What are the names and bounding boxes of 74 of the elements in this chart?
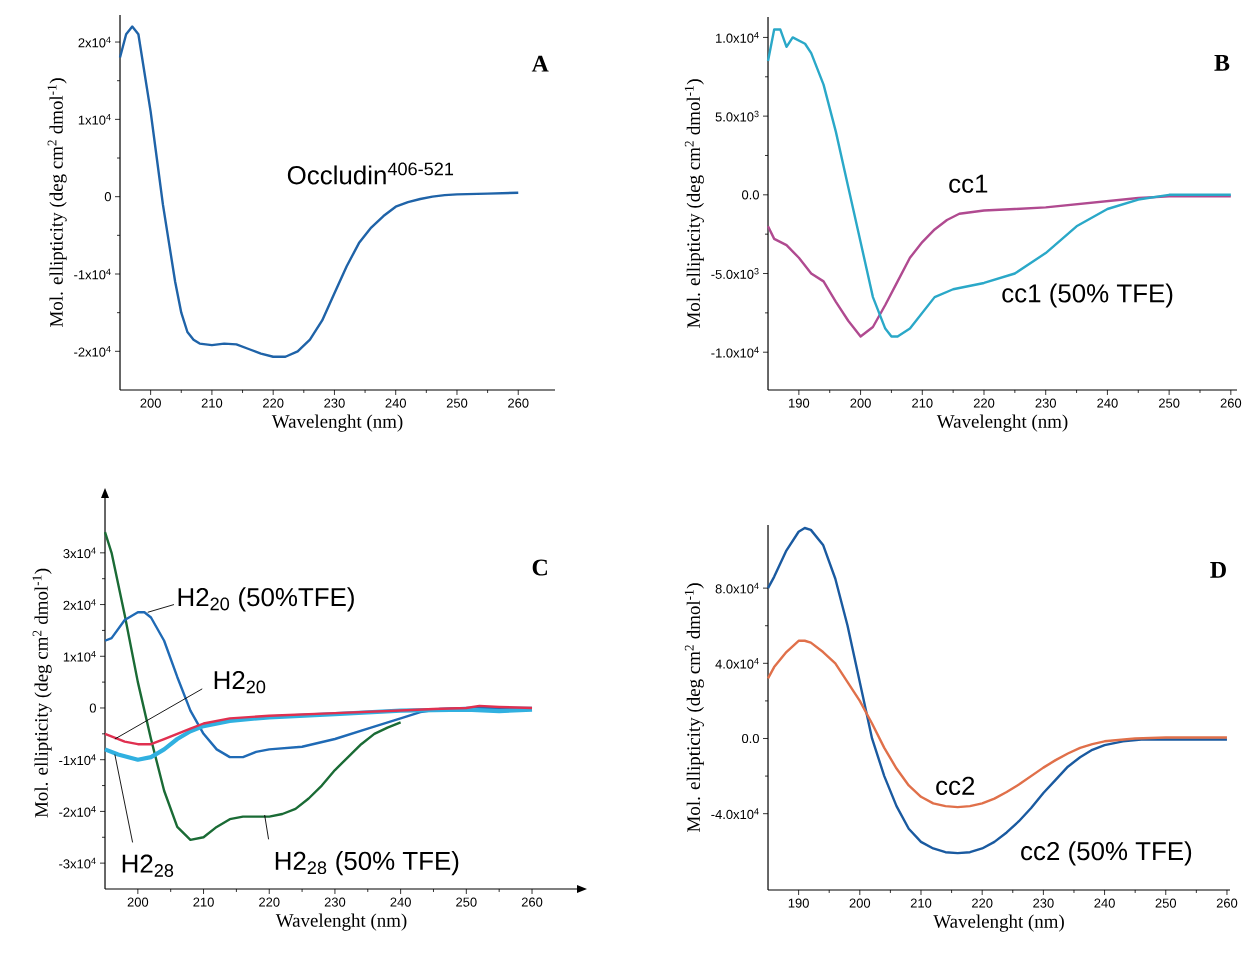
y-axis-title: Mol. ellipticity (deg cm$^{2}$ dmol$^{-1}$) [32, 568, 52, 818]
y-tick-label: -4.0x10$^{4}$ [711, 808, 759, 820]
y-axis-title: Mol. ellipticity (deg cm$^{2}$ dmol$^{-1}$) [684, 79, 704, 328]
y-tick-label: 4.0x10$^{4}$ [715, 657, 759, 669]
x-tick-label: 230 [324, 897, 346, 907]
series-label: cc2 [936, 776, 975, 796]
series-label: H2$_{20}$ [214, 670, 266, 694]
x-tick-label: 240 [1097, 398, 1118, 408]
y-tick-label: 0 [89, 703, 96, 713]
x-tick-label: 190 [788, 898, 809, 908]
x-tick-label: 240 [1094, 898, 1115, 908]
x-tick-label: 210 [912, 398, 933, 408]
x-axis-title: Wavelenght (nm) [271, 414, 403, 432]
series-label: H2$_{20}$ (50%TFE) [178, 587, 354, 612]
series-label: cc1 [949, 174, 988, 193]
y-tick-label: -2x10$^{4}$ [74, 345, 111, 357]
y-axis-title: Mol. ellipticity (deg cm$^{2}$ dmol$^{-1}$) [684, 583, 704, 832]
series-label: cc2 (50% TFE) [1021, 841, 1192, 866]
y-tick-label: 3x10$^{4}$ [63, 547, 96, 559]
y-axis-title: Mol. ellipticity (deg cm$^{2}$ dmol$^{-1}$) [47, 78, 67, 327]
x-tick-label: 230 [324, 398, 345, 408]
x-tick-label: 210 [193, 897, 214, 907]
x-tick-label: 250 [446, 398, 468, 408]
y-tick-label: -3x10$^{4}$ [59, 857, 96, 869]
y-tick-label: 1x10$^{4}$ [78, 114, 111, 125]
x-tick-label: 260 [1220, 398, 1242, 408]
y-tick-label: 0 [104, 192, 111, 202]
x-tick-label: 200 [140, 398, 161, 408]
y-tick-label: -5.0x10$^{3}$ [711, 268, 759, 279]
x-tick-label: 200 [850, 398, 871, 408]
x-axis-title: Wavelenght (nm) [275, 913, 407, 931]
x-tick-label: 260 [1216, 898, 1238, 908]
series-label: cc1 (50% TFE) [1002, 283, 1173, 308]
series-label: Occludin$^{406-521}$ [287, 162, 454, 185]
line-series [103, 704, 534, 746]
x-tick-label: 200 [849, 898, 871, 908]
y-tick-label: -1.0x10$^{4}$ [711, 346, 759, 358]
x-tick-label: 240 [385, 398, 407, 408]
annotation: D [1210, 562, 1226, 578]
x-tick-label: 230 [1033, 898, 1054, 908]
x-tick-label: 220 [259, 897, 280, 907]
y-tick-label: 0.0 [741, 190, 759, 200]
y-tick-label: -1x10$^{4}$ [59, 754, 96, 766]
x-tick-label: 230 [1035, 398, 1057, 408]
x-tick-label: 260 [508, 398, 529, 408]
y-tick-label: 5.0x10$^{3}$ [715, 110, 759, 122]
text: H2$_{28}$ [122, 854, 174, 877]
line-series [103, 530, 402, 842]
x-tick-label: 200 [127, 897, 149, 907]
x-tick-label: 190 [789, 398, 810, 408]
x-tick-label: 250 [1155, 898, 1177, 908]
y-tick-label: -2x10$^{4}$ [59, 806, 96, 817]
y-tick-label: 1.0x10$^{4}$ [716, 32, 759, 43]
y-tick-label: 2x10$^{4}$ [63, 599, 96, 610]
series-label: H2$_{28}$ (50% TFE) [275, 851, 459, 876]
x-tick-label: 250 [1158, 398, 1180, 408]
x-axis-title: Wavelenght (nm) [933, 914, 1064, 932]
annotation: A [531, 55, 549, 72]
x-tick-label: 250 [456, 897, 477, 907]
y-tick-label: -1x10$^{4}$ [74, 268, 111, 280]
y-tick-label: 0.0 [741, 733, 759, 744]
y-tick-label: 1x10$^{4}$ [63, 650, 96, 662]
x-axis-title: Wavelenght (nm) [936, 414, 1068, 432]
y-tick-label: 8.0x10$^{4}$ [715, 582, 759, 594]
x-tick-label: 210 [201, 398, 223, 408]
x-tick-label: 240 [390, 897, 411, 907]
x-tick-label: 220 [972, 898, 993, 908]
y-tick-label: 2x10$^{4}$ [78, 36, 111, 48]
x-tick-label: 220 [973, 398, 995, 408]
annotation: B [1214, 55, 1230, 71]
annotation: C [532, 559, 547, 576]
x-tick-label: 210 [910, 898, 932, 908]
x-tick-label: 260 [521, 897, 543, 907]
x-tick-label: 220 [263, 398, 284, 408]
